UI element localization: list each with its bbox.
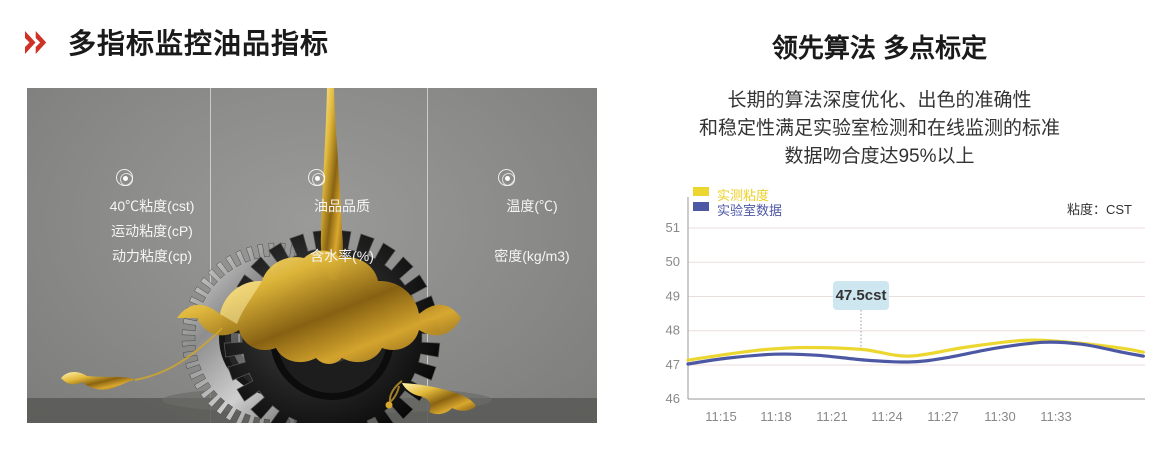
svg-text:50: 50 [666, 254, 680, 269]
svg-text:11:21: 11:21 [816, 409, 848, 424]
svg-text:46: 46 [666, 391, 680, 406]
svg-text:47: 47 [666, 357, 680, 372]
svg-text:11:33: 11:33 [1040, 409, 1072, 424]
svg-text:51: 51 [666, 220, 680, 235]
svg-text:11:15: 11:15 [705, 409, 737, 424]
svg-text:11:27: 11:27 [927, 409, 959, 424]
svg-text:11:18: 11:18 [760, 409, 792, 424]
svg-text:11:24: 11:24 [871, 409, 903, 424]
svg-text:11:30: 11:30 [984, 409, 1016, 424]
svg-text:48: 48 [666, 323, 680, 338]
svg-text:49: 49 [666, 289, 680, 304]
